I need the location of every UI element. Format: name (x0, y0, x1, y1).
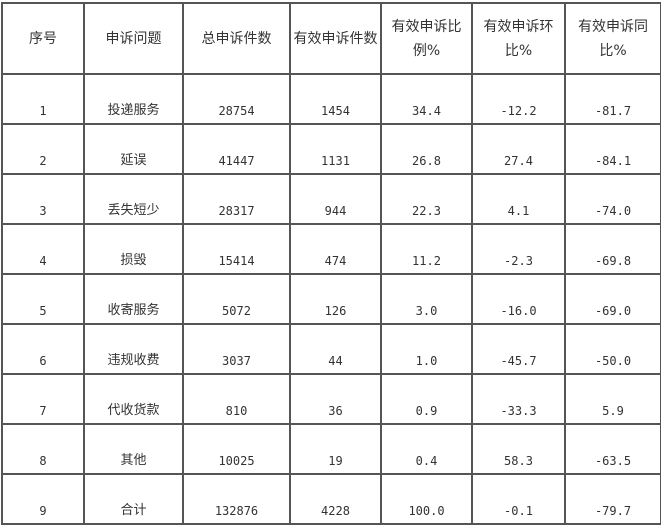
cell-issue: 损毁 (83, 223, 184, 275)
cell-valid-ratio: 0.9 (380, 373, 473, 425)
cell-valid-yoy: -69.0 (564, 273, 661, 325)
cell-valid-ratio: 26.8 (380, 123, 473, 175)
table-row: 3 丢失短少 28317 944 22.3 4.1 -74.0 (1, 173, 661, 225)
cell-valid-yoy: -79.7 (564, 473, 661, 525)
cell-issue: 丢失短少 (83, 173, 184, 225)
header-valid-mom: 有效申诉环比% (471, 2, 566, 75)
cell-index: 7 (1, 373, 85, 425)
cell-issue: 投递服务 (83, 73, 184, 125)
table-row: 7 代收货款 810 36 0.9 -33.3 5.9 (1, 373, 661, 425)
cell-valid-count: 4228 (289, 473, 382, 525)
cell-issue: 代收货款 (83, 373, 184, 425)
cell-index: 5 (1, 273, 85, 325)
cell-index: 2 (1, 123, 85, 175)
cell-total: 5072 (182, 273, 291, 325)
cell-valid-yoy: -63.5 (564, 423, 661, 475)
header-total: 总申诉件数 (182, 2, 291, 75)
cell-valid-ratio: 3.0 (380, 273, 473, 325)
cell-total: 28754 (182, 73, 291, 125)
cell-valid-mom: 58.3 (471, 423, 566, 475)
header-valid-ratio: 有效申诉比例% (380, 2, 473, 75)
cell-valid-count: 44 (289, 323, 382, 375)
cell-index: 3 (1, 173, 85, 225)
cell-issue: 合计 (83, 473, 184, 525)
table-row: 6 违规收费 3037 44 1.0 -45.7 -50.0 (1, 323, 661, 375)
cell-total: 41447 (182, 123, 291, 175)
cell-valid-mom: -16.0 (471, 273, 566, 325)
header-index: 序号 (1, 2, 85, 75)
cell-issue: 延误 (83, 123, 184, 175)
cell-valid-ratio: 22.3 (380, 173, 473, 225)
cell-valid-count: 944 (289, 173, 382, 225)
cell-index: 1 (1, 73, 85, 125)
cell-valid-yoy: -69.8 (564, 223, 661, 275)
cell-valid-yoy: -84.1 (564, 123, 661, 175)
cell-total: 10025 (182, 423, 291, 475)
cell-valid-ratio: 100.0 (380, 473, 473, 525)
cell-valid-mom: -45.7 (471, 323, 566, 375)
cell-valid-yoy: -50.0 (564, 323, 661, 375)
cell-valid-mom: 4.1 (471, 173, 566, 225)
cell-valid-yoy: -81.7 (564, 73, 661, 125)
cell-valid-count: 474 (289, 223, 382, 275)
cell-total: 132876 (182, 473, 291, 525)
header-issue: 申诉问题 (83, 2, 184, 75)
cell-valid-ratio: 34.4 (380, 73, 473, 125)
cell-valid-ratio: 0.4 (380, 423, 473, 475)
header-row: 序号 申诉问题 总申诉件数 有效申诉件数 有效申诉比例% 有效申诉环比% 有效申诉同比% (1, 2, 661, 75)
cell-valid-mom: 27.4 (471, 123, 566, 175)
cell-valid-count: 1454 (289, 73, 382, 125)
table-row: 1 投递服务 28754 1454 34.4 -12.2 -81.7 (1, 73, 661, 125)
cell-valid-count: 19 (289, 423, 382, 475)
cell-index: 8 (1, 423, 85, 475)
cell-valid-count: 36 (289, 373, 382, 425)
table-row: 5 收寄服务 5072 126 3.0 -16.0 -69.0 (1, 273, 661, 325)
cell-valid-ratio: 1.0 (380, 323, 473, 375)
table-row: 9 合计 132876 4228 100.0 -0.1 -79.7 (1, 473, 661, 525)
cell-index: 9 (1, 473, 85, 525)
cell-total: 810 (182, 373, 291, 425)
cell-valid-ratio: 11.2 (380, 223, 473, 275)
cell-total: 15414 (182, 223, 291, 275)
cell-valid-count: 1131 (289, 123, 382, 175)
header-valid-yoy: 有效申诉同比% (564, 2, 661, 75)
cell-total: 3037 (182, 323, 291, 375)
cell-issue: 收寄服务 (83, 273, 184, 325)
header-valid-count: 有效申诉件数 (289, 2, 382, 75)
table-row: 4 损毁 15414 474 11.2 -2.3 -69.8 (1, 223, 661, 275)
cell-valid-mom: -33.3 (471, 373, 566, 425)
cell-valid-mom: -12.2 (471, 73, 566, 125)
cell-total: 28317 (182, 173, 291, 225)
cell-valid-count: 126 (289, 273, 382, 325)
cell-valid-yoy: -74.0 (564, 173, 661, 225)
table-row: 8 其他 10025 19 0.4 58.3 -63.5 (1, 423, 661, 475)
cell-index: 6 (1, 323, 85, 375)
cell-valid-mom: -0.1 (471, 473, 566, 525)
cell-index: 4 (1, 223, 85, 275)
cell-valid-yoy: 5.9 (564, 373, 661, 425)
cell-issue: 其他 (83, 423, 184, 475)
cell-valid-mom: -2.3 (471, 223, 566, 275)
cell-issue: 违规收费 (83, 323, 184, 375)
table-row: 2 延误 41447 1131 26.8 27.4 -84.1 (1, 123, 661, 175)
